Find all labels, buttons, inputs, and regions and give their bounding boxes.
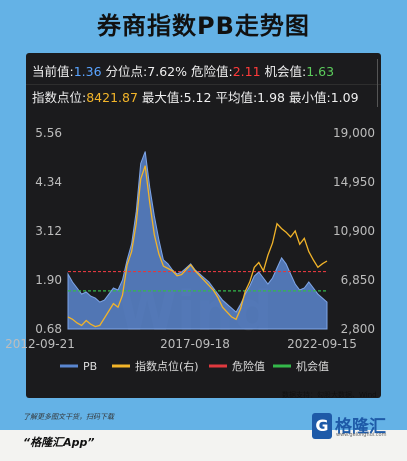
current-value: 1.36 (73, 64, 102, 79)
data-source: 数据支持：勾股大数据、Wind (282, 391, 377, 399)
index-series-line (67, 165, 328, 328)
max-label: 最大值: (141, 90, 184, 105)
chart-panel: 当前值:1.36 分位点:7.62% 危险值:2.11 机会值:1.63 指数点… (26, 53, 381, 398)
legend-label: 机会值 (296, 359, 329, 373)
avg-value: 1.98 (257, 90, 286, 105)
opportunity-value: 1.63 (306, 64, 335, 79)
x-axis-tick: 2012-09-21 (5, 337, 75, 351)
logo-url: www.gelonghui.com (336, 432, 387, 438)
right-axis-tick: 19,000 (333, 126, 375, 140)
stats-line-2: 指数点位:8421.87 最大值:5.12 平均值:1.98 最小值:1.09 (32, 87, 359, 106)
logo-mark: G (312, 413, 332, 439)
avg-label: 平均值: (215, 90, 258, 105)
x-axis-tick: 2017-09-18 (160, 337, 230, 351)
percentile-value: 7.62% (147, 64, 187, 79)
danger-value: 2.11 (232, 64, 261, 79)
logo-name: 格隆汇 (335, 417, 386, 437)
x-axis-tick: 2022-09-15 (287, 337, 357, 351)
index-value: 8421.87 (86, 90, 138, 105)
promo-text: 了解更多图文干货，扫码下载 (23, 413, 114, 421)
percentile-label: 分位点: (105, 64, 148, 79)
stats-line-1: 当前值:1.36 分位点:7.62% 危险值:2.11 机会值:1.63 (32, 61, 334, 80)
legend-label: 指数点位(右) (135, 359, 199, 373)
index-label: 指数点位: (32, 90, 87, 105)
min-label: 最小值: (289, 90, 331, 105)
left-axis-tick: 0.68 (35, 322, 62, 336)
left-axis-tick: 5.56 (35, 126, 62, 140)
left-axis-tick: 1.90 (35, 273, 62, 287)
left-axis-tick: 3.12 (35, 224, 62, 238)
right-axis-tick: 14,950 (333, 175, 375, 189)
legend-label: PB (83, 360, 97, 373)
max-value: 5.12 (183, 90, 212, 105)
left-axis-tick: 4.34 (35, 175, 62, 189)
promo-app-name: “格隆汇App” (23, 436, 95, 449)
stats-divider (26, 84, 381, 85)
danger-label: 危险值: (190, 64, 233, 79)
current-label: 当前值: (32, 64, 74, 79)
right-axis-tick: 10,900 (333, 224, 375, 238)
right-axis-tick: 6,850 (341, 273, 375, 287)
legend-label: 危险值 (232, 359, 265, 373)
pb-series-area (67, 151, 328, 330)
page-title: 券商指数PB走势图 (97, 12, 310, 40)
min-value: 1.09 (330, 90, 359, 105)
opportunity-label: 机会值: (264, 64, 307, 79)
stats-edge (377, 59, 378, 107)
pb-trend-chart: Wind 5.564.343.121.900.6819,00014,95010,… (5, 126, 375, 373)
right-axis-tick: 2,800 (341, 322, 375, 336)
